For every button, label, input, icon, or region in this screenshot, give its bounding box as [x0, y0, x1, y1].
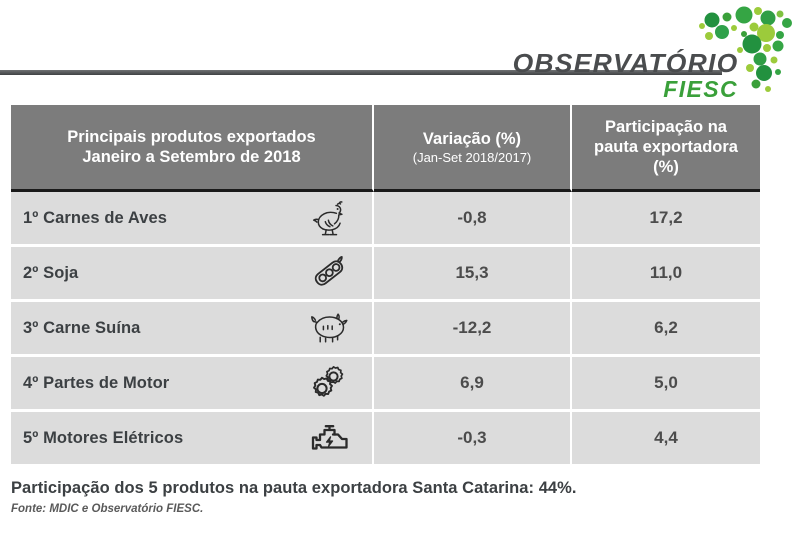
participacao-cell: 6,2: [572, 302, 760, 357]
gears-icon: [308, 363, 350, 403]
table-row: 1º Carnes de Aves -0,8 1: [11, 192, 760, 247]
fiesc-dots-map-icon: [688, 2, 798, 102]
product-label: 2º Soja: [23, 263, 79, 282]
column-header-participacao: Participação na pauta exportadora (%): [572, 105, 760, 192]
table-row: 4º Partes de Motor 6,9 5,0: [11, 357, 760, 412]
product-label: 3º Carne Suína: [23, 318, 141, 337]
table-header: Principais produtos exportados Janeiro a…: [11, 105, 760, 192]
column-header-products-line1: Principais produtos exportados: [67, 127, 316, 146]
product-cell: 5º Motores Elétricos: [11, 412, 374, 464]
table-body: 1º Carnes de Aves -0,8 1: [11, 192, 760, 464]
pig-icon: [308, 308, 350, 348]
column-header-participacao-sub: (%): [653, 158, 679, 177]
column-header-variacao-line1: Variação (%): [422, 129, 522, 148]
product-cell: 4º Partes de Motor: [11, 357, 374, 412]
column-header-variacao-sub: (Jan-Set 2018/2017): [412, 149, 532, 165]
column-header-variacao: Variação (%) (Jan-Set 2018/2017): [374, 105, 572, 192]
variacao-cell: -12,2: [374, 302, 572, 357]
product-label: 5º Motores Elétricos: [23, 428, 184, 447]
product-cell: 3º Carne Suína: [11, 302, 374, 357]
product-label: 1º Carnes de Aves: [23, 208, 168, 227]
variacao-cell: -0,3: [374, 412, 572, 464]
variacao-cell: -0,8: [374, 192, 572, 247]
table-header-row: Principais produtos exportados Janeiro a…: [11, 105, 760, 192]
column-header-participacao-line1: Participação na: [605, 117, 727, 136]
column-header-products: Principais produtos exportados Janeiro a…: [11, 105, 374, 192]
brand-title: OBSERVATÓRIO: [512, 48, 738, 78]
table-row: 5º Motores Elétricos -0,3 4,4: [11, 412, 760, 464]
participacao-cell: 11,0: [572, 247, 760, 302]
column-header-participacao-line2: pauta exportadora: [594, 137, 738, 156]
participacao-cell: 5,0: [572, 357, 760, 412]
column-header-products-line2: Janeiro a Setembro de 2018: [82, 148, 301, 166]
participacao-cell: 17,2: [572, 192, 760, 247]
product-cell: 2º Soja: [11, 247, 374, 302]
variacao-cell: 15,3: [374, 247, 572, 302]
export-products-table: Principais produtos exportados Janeiro a…: [11, 105, 760, 464]
product-label: 4º Partes de Motor: [23, 373, 170, 392]
table-row: 3º Carne Suína -1: [11, 302, 760, 357]
brand-subtitle: FIESC: [663, 76, 738, 102]
source-text: Fonte: MDIC e Observatório FIESC.: [11, 503, 204, 515]
header-divider-rule: [0, 70, 722, 75]
brand-header: OBSERVATÓRIO FIESC: [0, 0, 800, 102]
chicken-icon: [308, 198, 350, 238]
summary-text: Participação dos 5 produtos na pauta exp…: [11, 479, 577, 497]
product-cell: 1º Carnes de Aves: [11, 192, 374, 247]
brand-wordmark: OBSERVATÓRIO FIESC: [512, 50, 738, 102]
electric-motor-icon: [308, 418, 350, 458]
soybean-icon: [308, 253, 350, 293]
variacao-cell: 6,9: [374, 357, 572, 412]
participacao-cell: 4,4: [572, 412, 760, 464]
table-row: 2º Soja 15,3 11,0: [11, 247, 760, 302]
